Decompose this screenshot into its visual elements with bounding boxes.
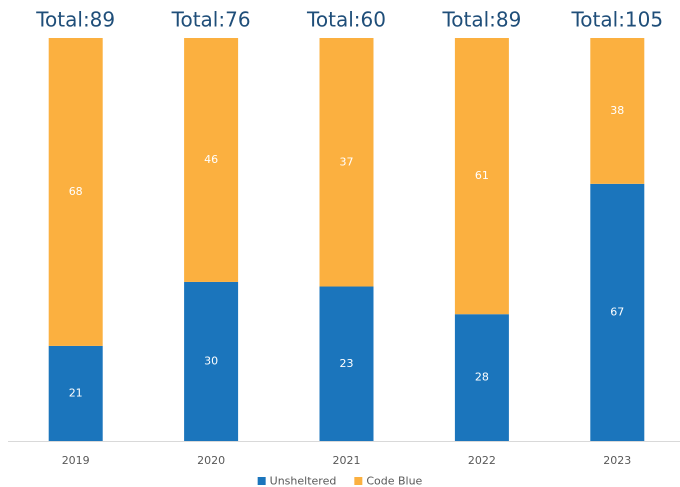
bar-segment bbox=[48, 345, 103, 441]
legend-label: Code Blue bbox=[366, 475, 422, 487]
legend-label: Unsheltered bbox=[270, 475, 337, 487]
total-label: Total:76 bbox=[171, 8, 251, 32]
legend-swatch bbox=[354, 477, 363, 485]
bar-segment bbox=[454, 314, 509, 441]
value-label: 38 bbox=[610, 104, 624, 117]
bar-segment bbox=[184, 281, 239, 441]
total-label: Total:60 bbox=[306, 8, 386, 32]
bar-segment bbox=[454, 38, 509, 315]
value-label: 37 bbox=[340, 155, 354, 168]
value-label: 67 bbox=[610, 305, 624, 318]
value-label: 46 bbox=[204, 153, 218, 166]
x-tick-label: 2021 bbox=[333, 454, 361, 467]
value-label: 23 bbox=[340, 357, 354, 370]
bar-segment bbox=[319, 38, 374, 287]
value-label: 30 bbox=[204, 354, 218, 367]
total-label: Total:89 bbox=[35, 8, 115, 32]
x-tick-label: 2020 bbox=[197, 454, 225, 467]
total-label: Total:89 bbox=[441, 8, 521, 32]
bar-segment bbox=[48, 38, 103, 346]
value-label: 68 bbox=[69, 185, 83, 198]
legend-swatch bbox=[257, 477, 266, 485]
value-label: 28 bbox=[475, 371, 489, 384]
value-label: 61 bbox=[475, 169, 489, 182]
bar-segment bbox=[319, 286, 374, 441]
value-label: 21 bbox=[69, 386, 83, 399]
total-label: Total:105 bbox=[570, 8, 663, 32]
bar-segment bbox=[590, 38, 645, 184]
bar-segment bbox=[590, 183, 645, 441]
x-tick-label: 2023 bbox=[603, 454, 631, 467]
bar-segment bbox=[184, 38, 239, 282]
x-tick-label: 2019 bbox=[62, 454, 90, 467]
x-tick-label: 2022 bbox=[468, 454, 496, 467]
